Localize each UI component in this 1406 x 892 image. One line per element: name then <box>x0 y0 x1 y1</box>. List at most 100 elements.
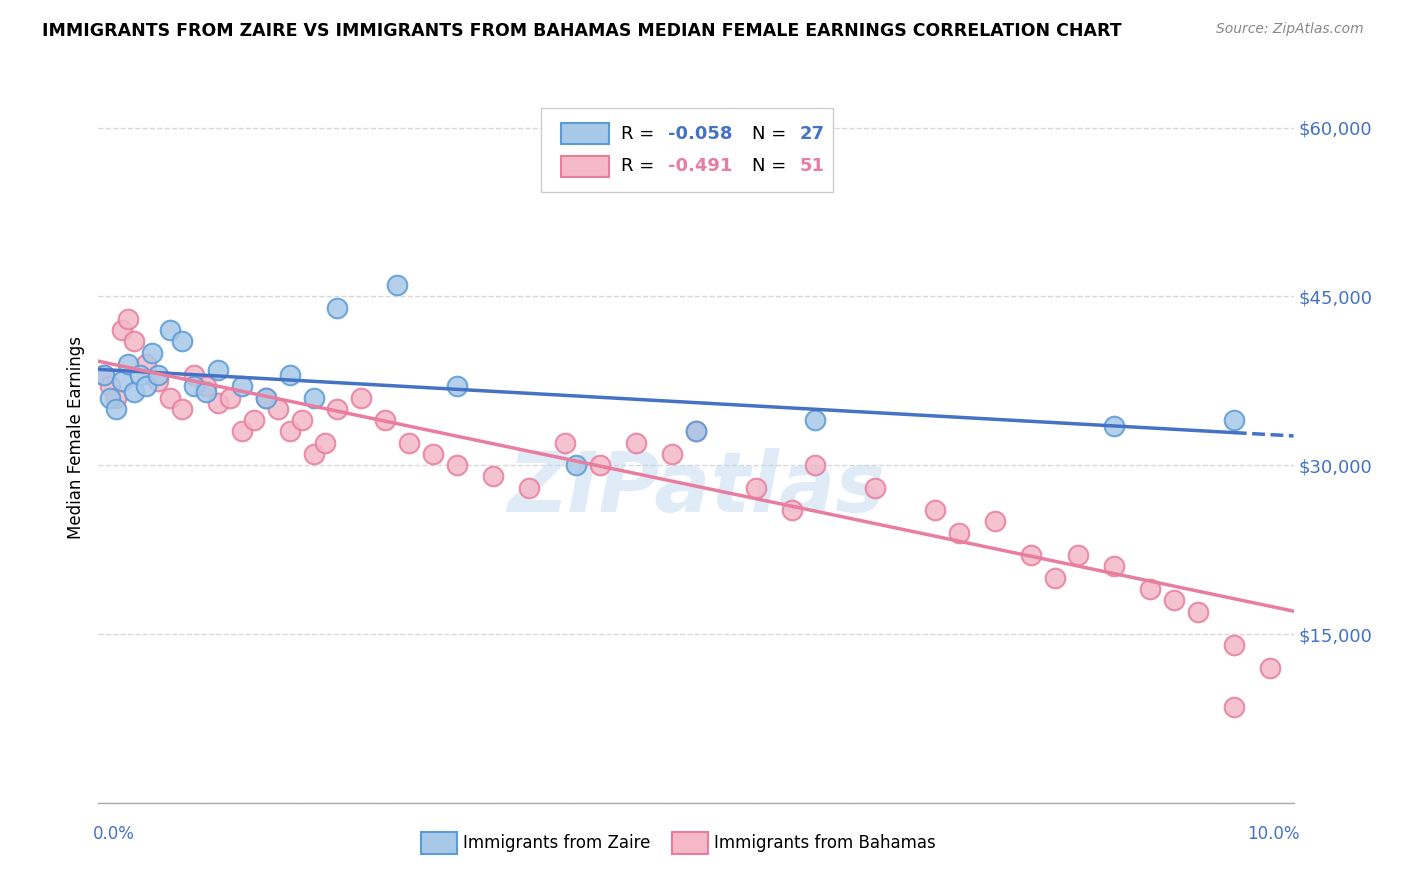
Point <box>254 391 277 405</box>
Text: 10.0%: 10.0% <box>1247 825 1299 843</box>
Point <box>804 458 827 473</box>
Point <box>745 481 768 495</box>
Point <box>117 357 139 371</box>
Text: ZIPatlas: ZIPatlas <box>508 448 884 529</box>
Point <box>398 435 420 450</box>
Point <box>350 391 373 405</box>
FancyBboxPatch shape <box>561 123 609 144</box>
Point <box>267 401 290 416</box>
Point <box>1223 413 1246 427</box>
Point <box>661 447 683 461</box>
Point <box>554 435 576 450</box>
Point <box>291 413 314 427</box>
Point <box>685 425 707 439</box>
Point <box>326 401 349 416</box>
FancyBboxPatch shape <box>422 832 457 854</box>
Point <box>159 391 181 405</box>
Point <box>129 368 152 383</box>
Text: 0.0%: 0.0% <box>93 825 135 843</box>
Point <box>446 379 468 393</box>
Point <box>1139 582 1161 596</box>
Point <box>589 458 612 473</box>
Point <box>124 334 146 349</box>
Point <box>243 413 266 427</box>
Text: N =: N = <box>752 125 792 143</box>
Point <box>111 323 134 337</box>
Point <box>124 385 146 400</box>
Point <box>326 301 349 315</box>
Text: -0.058: -0.058 <box>668 125 733 143</box>
Point <box>780 503 803 517</box>
Point <box>1223 700 1246 714</box>
Point <box>1043 571 1066 585</box>
Point <box>865 481 887 495</box>
Text: 51: 51 <box>800 158 825 176</box>
Point <box>626 435 648 450</box>
Point <box>385 278 409 293</box>
Point <box>93 368 115 383</box>
Point <box>98 379 122 393</box>
Point <box>1187 605 1209 619</box>
Text: Immigrants from Zaire: Immigrants from Zaire <box>463 834 651 852</box>
Text: IMMIGRANTS FROM ZAIRE VS IMMIGRANTS FROM BAHAMAS MEDIAN FEMALE EARNINGS CORRELAT: IMMIGRANTS FROM ZAIRE VS IMMIGRANTS FROM… <box>42 22 1122 40</box>
Text: -0.491: -0.491 <box>668 158 733 176</box>
Point <box>1104 559 1126 574</box>
Point <box>924 503 946 517</box>
Point <box>302 447 325 461</box>
Point <box>315 435 337 450</box>
Point <box>207 396 229 410</box>
Point <box>446 458 468 473</box>
Point <box>105 391 128 405</box>
Point <box>482 469 505 483</box>
Point <box>565 458 588 473</box>
Point <box>685 425 707 439</box>
Point <box>141 345 163 359</box>
Point <box>661 143 683 157</box>
FancyBboxPatch shape <box>561 156 609 177</box>
Text: R =: R = <box>620 158 659 176</box>
Point <box>111 374 134 388</box>
Point <box>159 323 181 337</box>
Point <box>93 368 115 383</box>
Point <box>135 357 157 371</box>
Point <box>254 391 277 405</box>
Point <box>148 374 170 388</box>
Point <box>219 391 242 405</box>
Point <box>135 379 157 393</box>
Point <box>1258 661 1281 675</box>
Point <box>1019 548 1042 562</box>
Text: Source: ZipAtlas.com: Source: ZipAtlas.com <box>1216 22 1364 37</box>
Text: Immigrants from Bahamas: Immigrants from Bahamas <box>714 834 935 852</box>
Point <box>1223 638 1246 652</box>
Point <box>183 379 205 393</box>
Text: N =: N = <box>752 158 792 176</box>
Text: R =: R = <box>620 125 659 143</box>
Point <box>172 334 194 349</box>
Point <box>804 413 827 427</box>
Point <box>517 481 540 495</box>
Point <box>302 391 325 405</box>
Point <box>374 413 396 427</box>
Point <box>148 368 170 383</box>
Point <box>984 515 1007 529</box>
Point <box>117 312 139 326</box>
Text: 27: 27 <box>800 125 825 143</box>
Point <box>183 368 205 383</box>
Point <box>105 401 128 416</box>
Point <box>98 391 122 405</box>
FancyBboxPatch shape <box>672 832 709 854</box>
Y-axis label: Median Female Earnings: Median Female Earnings <box>66 335 84 539</box>
Point <box>278 368 301 383</box>
Point <box>1163 593 1185 607</box>
Point <box>1067 548 1090 562</box>
Point <box>948 525 970 540</box>
Point <box>422 447 444 461</box>
Point <box>207 362 229 376</box>
Point <box>278 425 301 439</box>
Point <box>231 379 253 393</box>
FancyBboxPatch shape <box>541 108 834 192</box>
Point <box>231 425 253 439</box>
Point <box>172 401 194 416</box>
Point <box>195 379 218 393</box>
Point <box>195 385 218 400</box>
